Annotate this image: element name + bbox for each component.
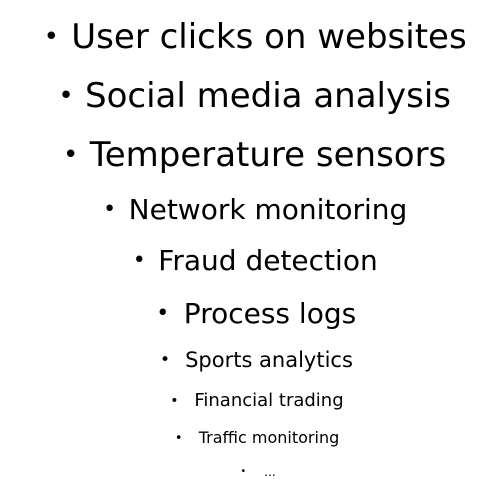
list-item: • Network monitoring [0, 193, 498, 227]
list-item-label: Network monitoring [128, 193, 408, 226]
list-item: • Process logs [0, 297, 498, 331]
list-item-label: Sports analytics [185, 347, 353, 372]
bullet-icon: • [58, 81, 74, 111]
list-item: • Financial trading [0, 390, 498, 412]
list-item: • Sports analytics [0, 347, 498, 373]
list-item-label: Social media analysis [85, 76, 451, 116]
list-item-label: Fraud detection [158, 244, 378, 277]
bullet-icon: • [240, 466, 247, 477]
list-item: • User clicks on websites [0, 17, 498, 57]
bullet-icon: • [132, 248, 146, 273]
bullet-icon: • [174, 430, 183, 446]
list-item-label: Temperature sensors [89, 135, 447, 175]
list-item: • ... [0, 464, 498, 480]
list-item-label: Traffic monitoring [198, 428, 340, 447]
bullet-icon: • [170, 393, 179, 409]
bullet-icon: • [63, 140, 79, 170]
bullet-icon: • [160, 349, 171, 370]
bullet-icon: • [43, 22, 59, 52]
list-item: • Traffic monitoring [0, 428, 498, 448]
list-item: • Temperature sensors [0, 135, 498, 175]
list-item: • Fraud detection [0, 244, 498, 278]
bullet-icon: • [156, 301, 170, 326]
list-item: • Social media analysis [0, 76, 498, 116]
list-item-label: User clicks on websites [71, 17, 467, 57]
bullet-icon: • [103, 197, 117, 222]
list-item-label: Financial trading [194, 390, 344, 411]
list-item-label: ... [264, 465, 276, 479]
list-item-label: Process logs [183, 297, 357, 330]
